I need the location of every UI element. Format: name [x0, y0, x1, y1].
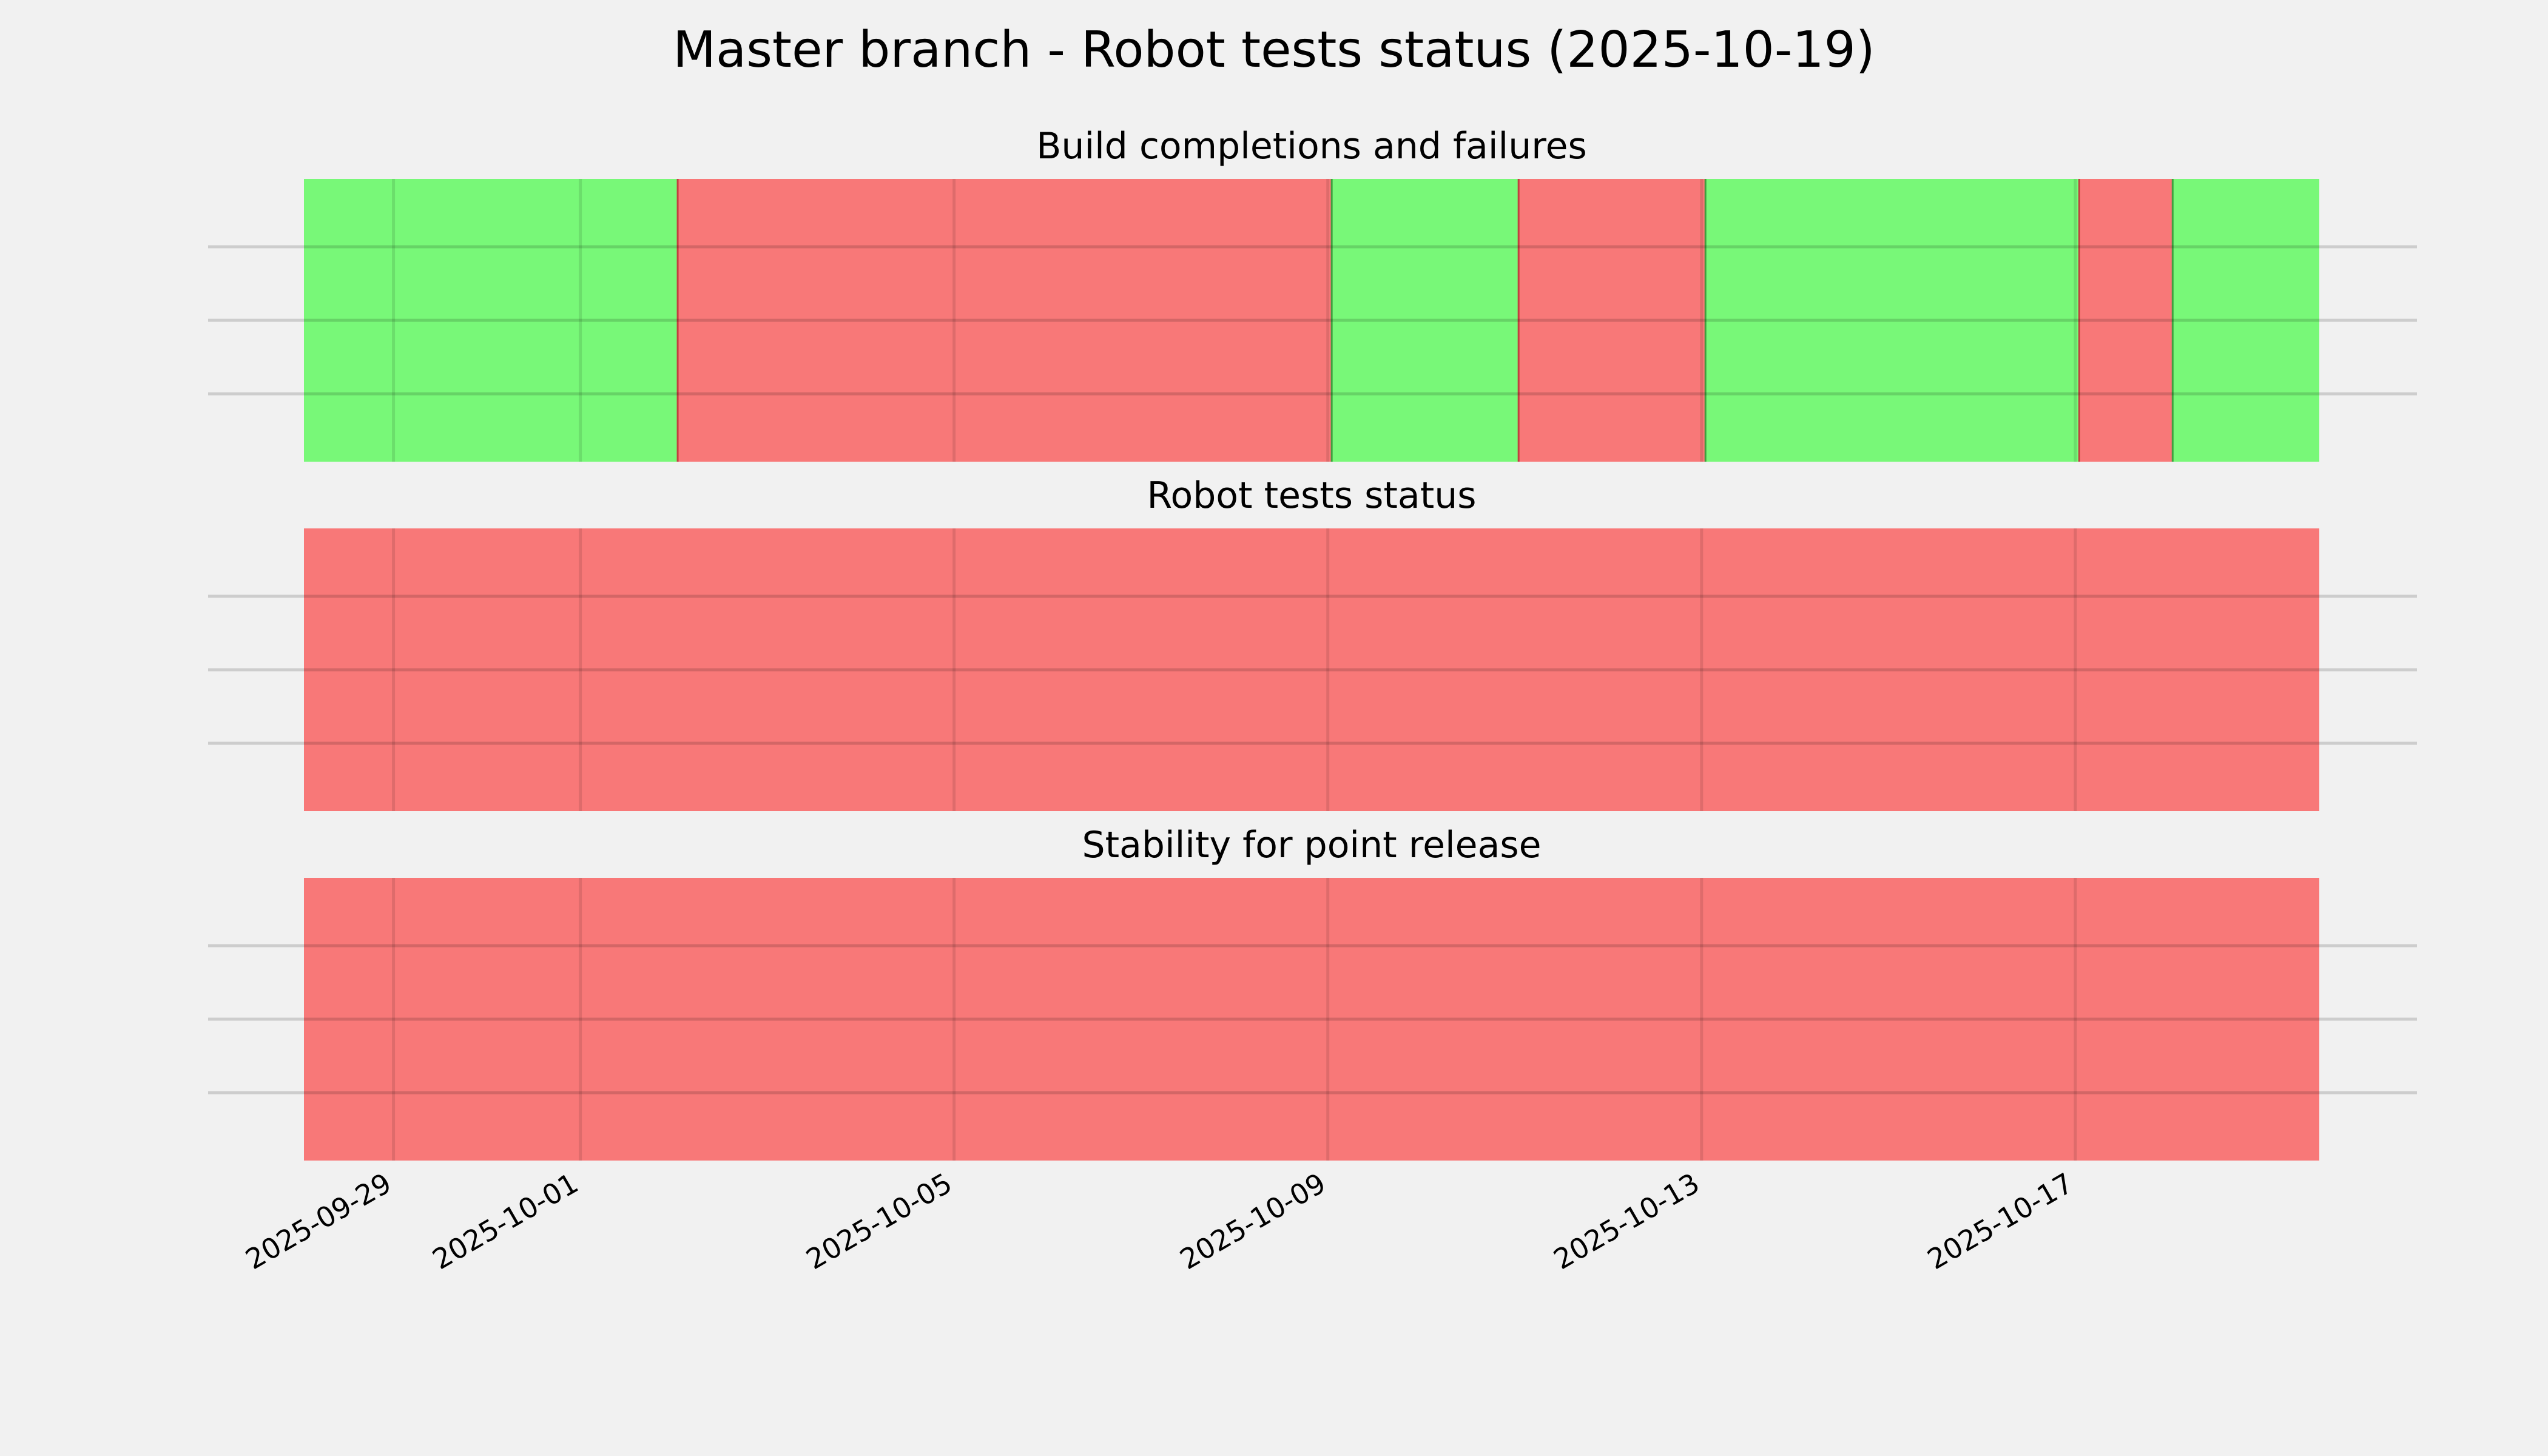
chart-title: Master branch - Robot tests status (2025…	[673, 21, 1875, 79]
panel-title: Robot tests status	[1147, 474, 1476, 517]
panel-2: Robot tests status	[208, 474, 2417, 811]
segment-pass	[2172, 179, 2319, 462]
segment-pass	[1705, 179, 2080, 462]
segment-fail	[1518, 179, 1706, 462]
segment-fail	[2079, 179, 2173, 462]
segment-fail	[678, 179, 1332, 462]
segment-fail	[304, 878, 2319, 1161]
panels: Build completions and failures Robot test…	[208, 125, 2417, 1161]
segment-pass	[304, 179, 678, 462]
panel-title: Stability for point release	[1082, 824, 1541, 866]
panel-1: Build completions and failures	[208, 125, 2417, 462]
panel-3: Stability for point release	[208, 824, 2417, 1161]
panel-title: Build completions and failures	[1036, 125, 1587, 167]
segment-pass	[1332, 179, 1519, 462]
segment-fail	[304, 528, 2319, 811]
